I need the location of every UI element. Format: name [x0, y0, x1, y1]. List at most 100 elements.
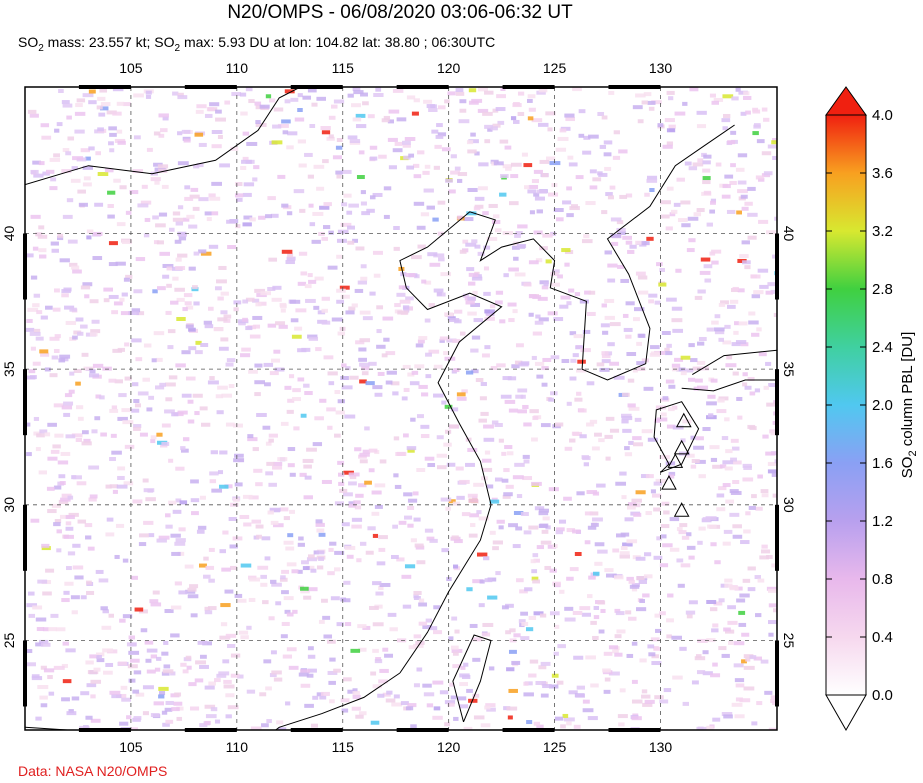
pixel	[747, 235, 757, 240]
pixel	[175, 221, 184, 226]
pixel	[69, 307, 77, 312]
pixel	[132, 689, 140, 694]
pixel	[233, 497, 240, 502]
pixel	[47, 422, 57, 427]
pixel	[73, 368, 82, 373]
pixel	[480, 411, 489, 416]
pixel	[768, 727, 777, 730]
pixel	[297, 139, 307, 144]
pixel	[49, 336, 60, 341]
pixel	[42, 591, 52, 596]
pixel	[292, 609, 298, 614]
pixel	[696, 110, 707, 115]
pixel	[319, 205, 330, 210]
pixel	[614, 652, 623, 657]
pixel	[177, 131, 183, 136]
pixel	[710, 378, 718, 383]
pixel	[698, 474, 706, 479]
pixel	[109, 690, 121, 695]
pixel	[528, 260, 539, 265]
pixel	[522, 476, 533, 481]
pixel	[473, 715, 485, 720]
pixel	[616, 533, 626, 538]
pixel	[406, 446, 417, 451]
pixel	[690, 464, 697, 469]
pixel	[730, 490, 742, 495]
pixel	[729, 512, 740, 517]
pixel	[740, 342, 749, 347]
pixel	[142, 377, 150, 382]
pixel	[54, 433, 64, 438]
pixel	[265, 441, 272, 446]
pixel	[429, 538, 438, 543]
pixel	[734, 678, 745, 683]
pixel	[379, 582, 391, 587]
pixel	[80, 324, 88, 329]
pixel	[233, 300, 242, 305]
pixel	[56, 122, 63, 127]
pixel	[56, 529, 62, 534]
pixel	[631, 699, 643, 704]
pixel	[392, 524, 398, 529]
pixel	[223, 314, 232, 319]
pixel	[293, 426, 300, 431]
pixel	[671, 635, 682, 640]
pixel	[722, 483, 731, 488]
pixel	[169, 227, 175, 232]
pixel	[770, 431, 777, 436]
pixel	[120, 311, 131, 316]
pixel	[56, 548, 62, 553]
pixel	[372, 250, 383, 255]
pixel	[133, 670, 142, 675]
pixel	[426, 205, 435, 210]
pixel	[454, 166, 461, 171]
pixel	[64, 305, 75, 310]
pixel	[484, 578, 493, 583]
pixel	[531, 355, 537, 360]
pixel	[96, 655, 102, 660]
pixel	[593, 571, 600, 576]
pixel	[238, 630, 249, 635]
pixel	[483, 266, 490, 271]
pixel	[751, 294, 761, 299]
pixel	[39, 429, 48, 434]
pixel	[451, 616, 458, 621]
pixel	[209, 376, 215, 381]
pixel	[488, 203, 498, 208]
pixel	[441, 400, 447, 405]
pixel	[268, 257, 278, 262]
pixel	[191, 511, 199, 516]
pixel	[433, 165, 440, 170]
pixel	[385, 698, 396, 703]
pixel	[500, 174, 509, 179]
pixel	[263, 362, 274, 367]
pixel	[148, 533, 155, 538]
pixel	[361, 211, 371, 216]
pixel	[272, 465, 283, 470]
pixel	[476, 510, 482, 515]
pixel	[484, 345, 491, 350]
pixel	[225, 714, 232, 719]
pixel	[643, 92, 652, 97]
pixel	[575, 175, 584, 180]
pixel	[240, 111, 248, 116]
pixel	[286, 647, 297, 652]
pixel	[115, 261, 126, 266]
pixel	[644, 192, 650, 197]
pixel	[45, 169, 55, 174]
pixel	[444, 99, 450, 104]
pixel	[187, 587, 197, 592]
pixel	[625, 301, 635, 306]
pixel	[55, 627, 66, 632]
pixel	[252, 298, 260, 303]
pixel	[521, 152, 528, 157]
pixel	[771, 472, 777, 477]
pixel	[737, 288, 745, 293]
pixel	[67, 239, 78, 244]
frame-tick	[290, 728, 343, 732]
pixel	[575, 368, 586, 373]
pixel	[402, 305, 410, 310]
pixel	[344, 622, 352, 627]
pixel	[334, 550, 345, 555]
pixel	[749, 391, 756, 396]
